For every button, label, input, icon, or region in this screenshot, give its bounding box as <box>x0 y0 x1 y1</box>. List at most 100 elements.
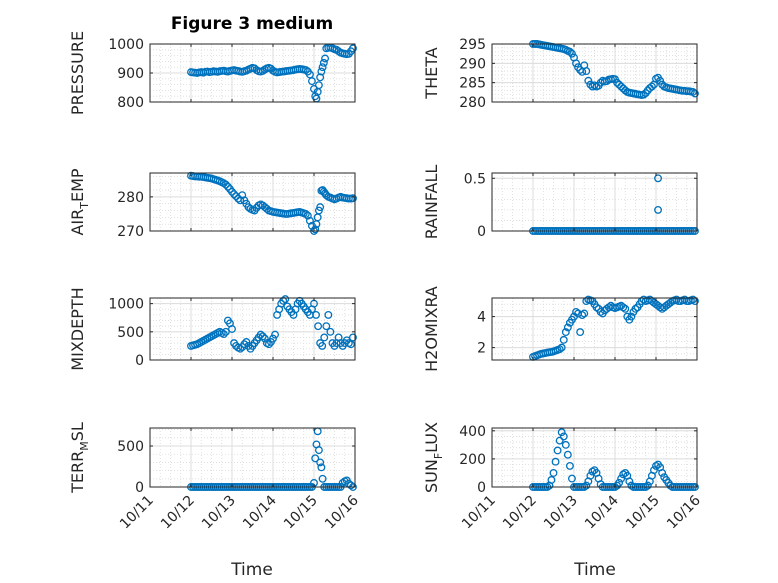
data-point <box>236 196 245 205</box>
data-point <box>318 63 327 72</box>
data-point <box>228 187 236 196</box>
data-point <box>568 474 576 483</box>
data-point <box>240 340 249 349</box>
y-tick-label: 280 <box>459 95 486 111</box>
subplot-mixdepth: 0 500 1000 MIXDEPTH <box>68 287 357 371</box>
data-point <box>688 87 697 96</box>
y-tick-label: 295 <box>459 37 486 53</box>
y-tick-label: 400 <box>459 424 486 440</box>
data-point <box>318 474 327 483</box>
data-point <box>555 436 564 445</box>
plot-area <box>492 173 697 231</box>
data-point <box>584 76 593 85</box>
data-point <box>326 327 335 336</box>
y-tick-label: 2 <box>477 341 486 357</box>
data-point <box>303 211 312 220</box>
data-point <box>256 330 265 339</box>
data-point <box>572 59 580 68</box>
y-tick-label: 1000 <box>108 37 144 53</box>
data-point <box>322 191 331 200</box>
figure-title: Figure 3 medium <box>171 14 333 34</box>
data-point <box>643 481 652 490</box>
y-tick-label: 500 <box>117 325 144 341</box>
y-tick-label: 500 <box>117 439 144 455</box>
data-point <box>264 340 273 349</box>
y-axis-label: H2OMIXRA <box>422 286 441 372</box>
y-axis-label-main: AIR <box>68 209 87 236</box>
y-tick-label: 4 <box>477 310 486 326</box>
data-point <box>627 312 636 321</box>
data-point <box>596 308 605 316</box>
plot-area <box>150 173 355 231</box>
subplot-pressure: 800 900 1000 PRESSURE <box>68 31 357 115</box>
y-axis-label: SUNFLUX <box>422 422 445 493</box>
y-tick-label: 0 <box>135 480 144 496</box>
data-point <box>223 182 232 191</box>
data-point <box>349 194 357 203</box>
y-tick-label: 290 <box>459 56 486 72</box>
y-tick-label: 0 <box>135 353 144 369</box>
data-point <box>639 90 648 99</box>
data-point <box>688 295 697 304</box>
data-point <box>656 76 665 85</box>
data-point <box>563 450 572 459</box>
data-point <box>615 478 624 487</box>
y-tick-label: 0 <box>477 480 486 496</box>
data-point <box>221 327 230 336</box>
data-point <box>619 303 628 312</box>
subplot-rainfall: 0 0.5 RAINFALL <box>422 165 699 240</box>
data-point <box>321 54 330 63</box>
data-point <box>219 330 228 339</box>
data-point <box>221 180 230 189</box>
data-point <box>281 295 290 304</box>
data-point <box>314 446 323 455</box>
y-axis-label-subscript: F <box>432 453 445 459</box>
axes-box <box>149 297 356 361</box>
data-point <box>316 203 325 212</box>
data-point <box>619 470 628 479</box>
y-axis-label-main: MIXDEPTH <box>68 287 87 370</box>
data-point <box>301 66 310 75</box>
data-point <box>654 205 662 214</box>
y-axis-label-main: H2OMIXRA <box>422 286 441 372</box>
data-point <box>561 440 570 449</box>
y-tick-label: 800 <box>117 95 144 111</box>
axes-box <box>149 427 356 488</box>
data-point <box>322 322 331 331</box>
data-point <box>588 467 597 476</box>
data-point <box>582 67 591 76</box>
y-tick-label: 1000 <box>108 297 144 313</box>
axes-box <box>491 172 698 232</box>
data-point <box>314 206 323 215</box>
data-point <box>621 304 630 313</box>
data-point <box>312 310 320 319</box>
data-point <box>565 461 574 470</box>
data-point <box>565 47 574 56</box>
x-axis-label-left: Time <box>230 560 273 580</box>
y-axis-label: MIXDEPTH <box>68 287 87 370</box>
data-point <box>631 304 640 313</box>
data-point <box>318 341 327 350</box>
y-tick-label: 280 <box>117 190 144 206</box>
data-point <box>557 343 566 352</box>
y-axis-label: RAINFALL <box>422 165 441 240</box>
data-point <box>314 322 323 331</box>
data-point <box>228 325 236 333</box>
y-axis-label-tail: EMP <box>68 168 87 202</box>
data-point <box>258 332 267 341</box>
plot-area <box>492 428 697 487</box>
data-point <box>238 191 247 200</box>
data-point <box>666 298 675 307</box>
data-point <box>557 428 566 437</box>
y-axis-label-tail: LUX <box>422 422 441 453</box>
data-point <box>658 469 667 477</box>
y-axis-label: PRESSURE <box>68 31 87 115</box>
data-point <box>559 335 568 344</box>
data-point <box>346 481 355 490</box>
data-point <box>314 81 323 90</box>
data-point <box>230 190 238 199</box>
axes-box <box>491 427 698 488</box>
y-tick-label: 0.5 <box>464 171 486 187</box>
data-point <box>346 340 355 349</box>
data-point <box>242 338 251 346</box>
